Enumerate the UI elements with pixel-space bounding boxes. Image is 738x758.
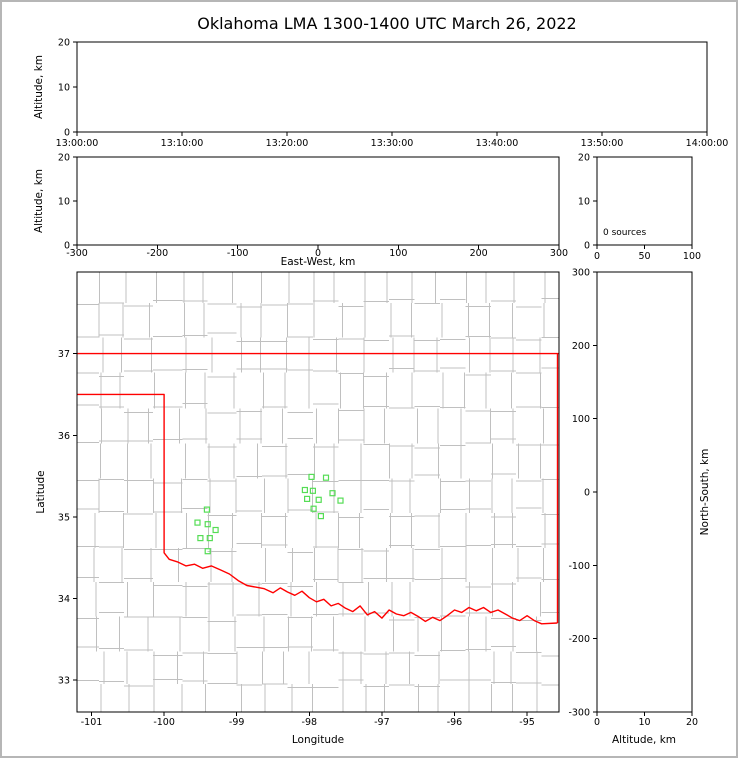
x-tick-label: 0 — [594, 717, 600, 728]
lma-station-marker — [203, 506, 210, 513]
y-tick-label: 35 — [58, 512, 70, 523]
figure-title: Oklahoma LMA 1300-1400 UTC March 26, 202… — [197, 14, 576, 33]
lma-station-marker — [310, 505, 317, 512]
lma-station-marker — [204, 521, 211, 528]
map-ylabel: Latitude — [35, 470, 47, 513]
ew-height-ylabel: Altitude, km — [33, 169, 45, 233]
x-tick-label: -97 — [374, 717, 390, 728]
x-tick-label: -200 — [147, 248, 169, 259]
y-tick-label: 10 — [578, 197, 590, 208]
plot-content-layer — [77, 272, 559, 712]
x-tick-label: 100 — [389, 248, 407, 259]
x-tick-label: 10 — [638, 717, 650, 728]
ns-height-xlabel: Altitude, km — [612, 734, 676, 746]
lma-station-marker — [309, 487, 316, 494]
x-tick-label: -95 — [519, 717, 535, 728]
lma-station-marker — [304, 495, 311, 502]
time-tick-label: 13:10:00 — [161, 138, 204, 149]
lma-station-marker — [301, 486, 308, 494]
lma-station-marker — [315, 496, 322, 503]
x-tick-label: -98 — [302, 717, 318, 728]
x-tick-label: 300 — [550, 248, 568, 259]
lma-station-marker — [197, 534, 204, 542]
y-tick-label: 20 — [578, 153, 590, 164]
x-tick-label: -99 — [229, 717, 245, 728]
x-tick-label: 100 — [683, 251, 701, 262]
y-tick-label: -300 — [568, 708, 590, 719]
y-tick-label: 20 — [58, 38, 70, 49]
x-tick-label: -300 — [66, 248, 88, 259]
lma-station-marker — [317, 513, 324, 520]
lma-station-marker — [308, 473, 315, 480]
x-tick-label: 50 — [638, 251, 650, 262]
ew-height-xlabel: East-West, km — [281, 256, 356, 268]
lma-station-marker — [194, 519, 201, 526]
y-tick-label: 300 — [572, 268, 590, 279]
y-tick-label: 200 — [572, 341, 590, 352]
y-tick-label: 0 — [584, 488, 590, 499]
lma-station-marker — [204, 548, 211, 555]
ew-height-frame — [76, 156, 560, 246]
y-tick-label: -100 — [568, 561, 590, 572]
y-tick-label: 36 — [58, 431, 70, 442]
y-tick-label: 0 — [64, 128, 70, 139]
time-tick-label: 13:30:00 — [371, 138, 414, 149]
x-tick-label: -96 — [447, 717, 463, 728]
y-tick-label: 20 — [58, 153, 70, 164]
time-tick-label: 13:00:00 — [56, 138, 99, 149]
time-height-frame — [76, 41, 708, 133]
time-tick-label: 13:50:00 — [581, 138, 624, 149]
y-tick-label: 34 — [58, 594, 70, 605]
lma-station-marker — [337, 497, 344, 504]
y-tick-label: -200 — [568, 634, 590, 645]
time-height-ylabel: Altitude, km — [33, 55, 45, 119]
y-tick-label: 37 — [58, 349, 70, 360]
lma-station-marker — [206, 534, 213, 542]
lma-station-marker — [322, 474, 330, 481]
x-tick-label: -101 — [81, 717, 103, 728]
oklahoma-west-south-border — [77, 393, 558, 625]
y-tick-label: 10 — [58, 197, 70, 208]
x-tick-label: 200 — [470, 248, 488, 259]
ns-height-frame — [596, 271, 693, 713]
ns-height-right-label: North-South, km — [699, 449, 711, 536]
lma-station-marker — [212, 526, 219, 534]
y-tick-label: 33 — [58, 676, 70, 687]
x-tick-label: 0 — [315, 248, 321, 259]
time-tick-label: 13:20:00 — [266, 138, 309, 149]
time-tick-label: 14:00:00 — [686, 138, 729, 149]
x-tick-label: 0 — [594, 251, 600, 262]
sources-annotation: 0 sources — [603, 228, 646, 238]
y-tick-label: 10 — [58, 83, 70, 94]
x-tick-label: 20 — [686, 717, 698, 728]
plot-axes-layer: 13:00:00 13:10:00 13:20:00 13:30:00 13:40:00… — [56, 38, 729, 729]
y-tick-label: 0 — [64, 241, 70, 252]
lma-station-marker — [329, 490, 336, 497]
x-tick-label: -100 — [227, 248, 249, 259]
y-tick-label: 100 — [572, 414, 590, 425]
map-xlabel: Longitude — [292, 734, 344, 746]
x-tick-label: -100 — [153, 717, 175, 728]
y-tick-label: 0 — [584, 241, 590, 252]
time-tick-label: 13:40:00 — [476, 138, 519, 149]
map-frame — [76, 271, 560, 713]
